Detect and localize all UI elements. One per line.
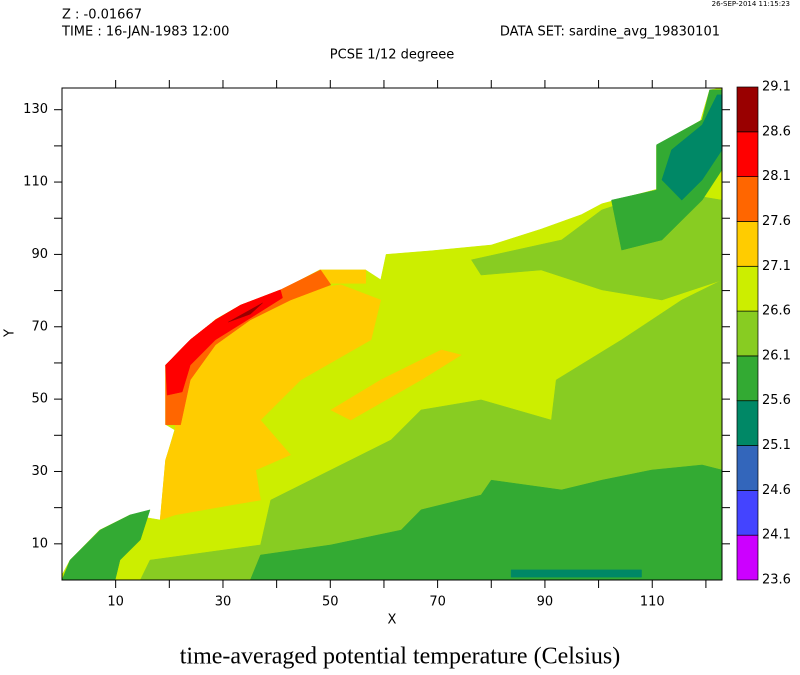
colorbar-box xyxy=(736,221,759,267)
colorbar-label: 26.1 xyxy=(762,348,791,363)
colorbar-label: 25.1 xyxy=(762,438,791,453)
time-label: TIME : 16-JAN-1983 12:00 xyxy=(61,25,229,40)
contour-region xyxy=(249,464,723,581)
y-tick-label: 90 xyxy=(31,247,48,262)
colorbar-box xyxy=(736,490,759,536)
y-tick-label: 110 xyxy=(23,175,48,190)
contour-region xyxy=(165,289,283,396)
contour-region xyxy=(61,509,151,581)
colorbar-box xyxy=(736,176,759,222)
dataset-label: DATA SET: sardine_avg_19830101 xyxy=(500,25,720,40)
x-tick-label: 10 xyxy=(107,595,124,610)
y-tick-label: 30 xyxy=(31,464,48,479)
contour-region xyxy=(330,349,462,421)
z-label: Z : -0.01667 xyxy=(62,8,142,23)
colorbar-box xyxy=(736,355,759,402)
colorbar-label: 27.1 xyxy=(762,259,791,274)
x-tick-label: 70 xyxy=(429,595,446,610)
x-axis-label: X xyxy=(388,613,397,628)
y-tick-label: 50 xyxy=(31,392,48,407)
colorbar-label: 25.6 xyxy=(762,393,791,408)
colorbar-label: 23.6 xyxy=(762,573,791,588)
y-tick-label: 130 xyxy=(23,102,48,117)
colorbar-label: 28.1 xyxy=(762,169,791,184)
colorbar-box xyxy=(736,445,759,491)
colorbar-label: 26.6 xyxy=(762,304,791,319)
contour-region xyxy=(510,569,642,578)
chart-title: PCSE 1/12 degreee xyxy=(330,48,454,63)
x-tick-label: 30 xyxy=(215,595,232,610)
colorbar-label: 24.6 xyxy=(762,483,791,498)
colorbar-label: 29.1 xyxy=(762,80,791,95)
colorbar-box xyxy=(736,131,759,177)
x-tick-label: 90 xyxy=(537,595,554,610)
colorbar-label: 28.6 xyxy=(762,124,791,139)
y-tick-label: 10 xyxy=(31,536,48,551)
colorbar-box xyxy=(736,534,759,581)
y-tick-label: 70 xyxy=(31,319,48,334)
colorbar-box xyxy=(736,400,759,446)
x-tick-label: 50 xyxy=(322,595,339,610)
caption: time-averaged potential temperature (Cel… xyxy=(180,644,620,670)
plot-frame xyxy=(61,87,723,581)
colorbar-box xyxy=(736,86,759,133)
colorbar-label: 24.1 xyxy=(762,528,791,543)
timestamp: 26-SEP-2014 11:15:23 xyxy=(712,0,790,8)
y-axis-label: Y xyxy=(3,329,18,338)
contour-region xyxy=(228,302,263,323)
colorbar-box xyxy=(736,310,759,357)
colorbar-label: 27.6 xyxy=(762,214,791,229)
colorbar-box xyxy=(736,265,759,312)
x-tick-label: 110 xyxy=(640,595,665,610)
